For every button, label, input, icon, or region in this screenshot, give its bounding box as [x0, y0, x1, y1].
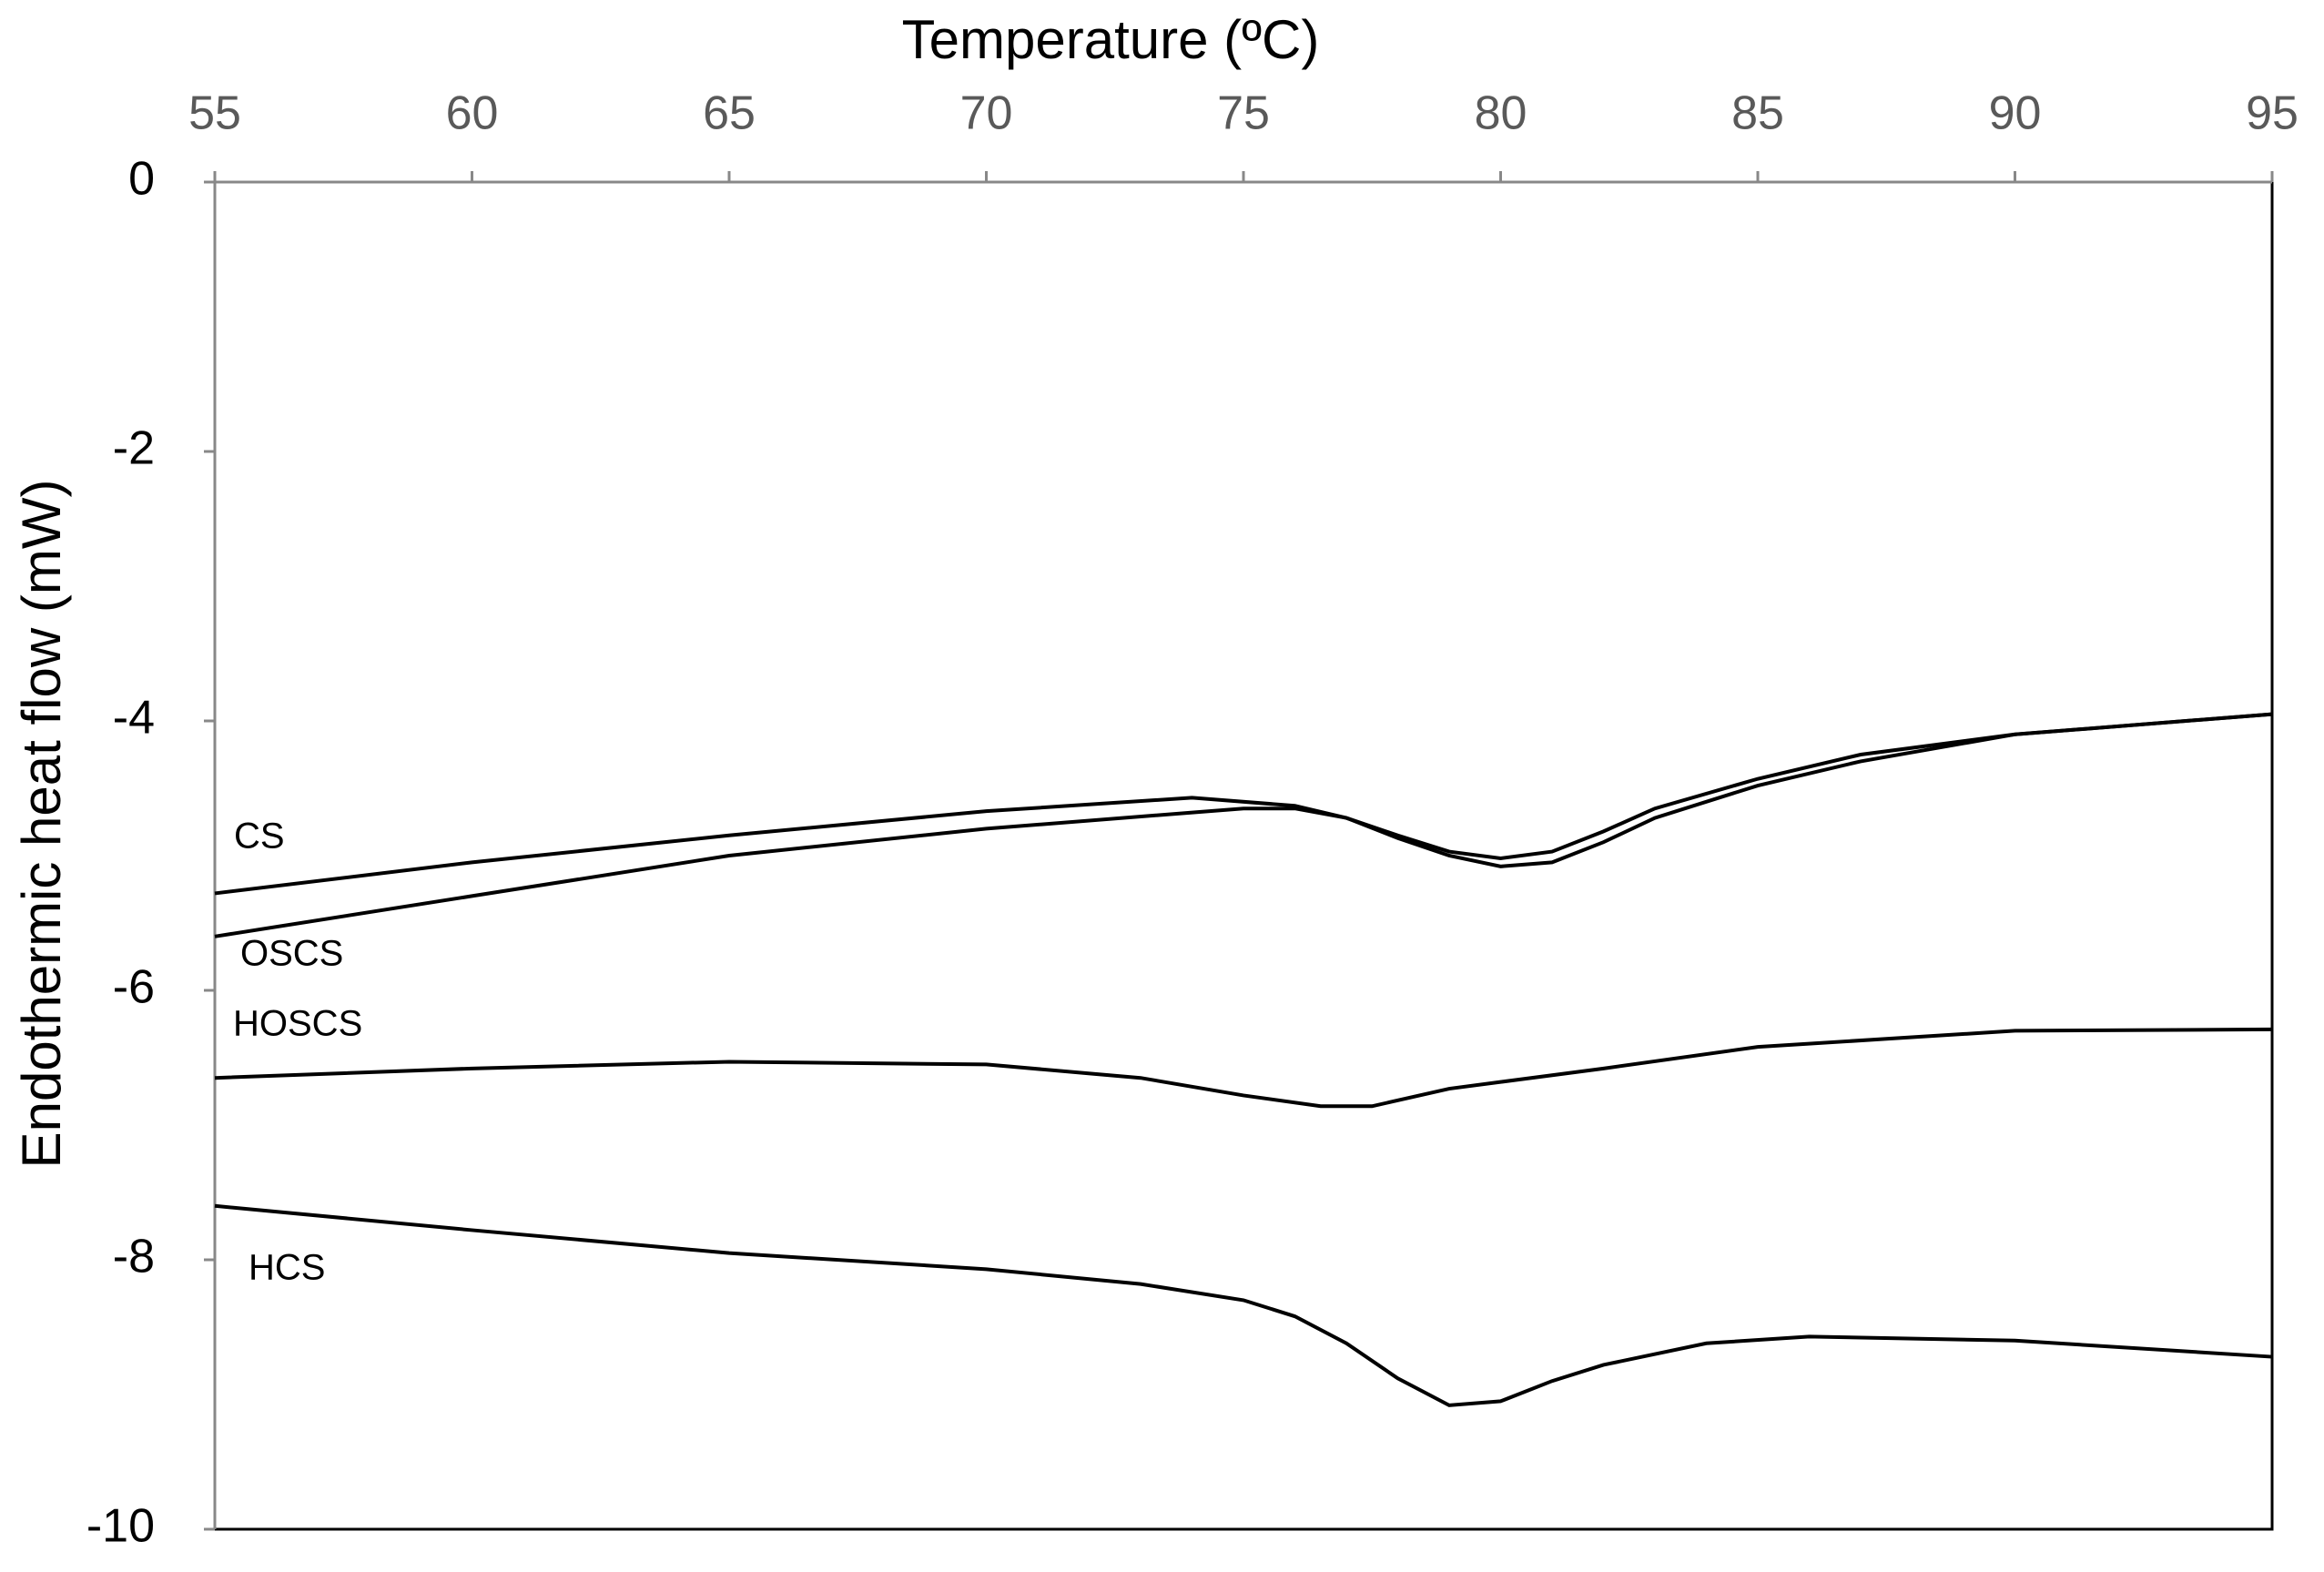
x-tick-label: 65 [703, 87, 756, 140]
x-tick-label: 95 [2246, 87, 2299, 140]
series-label: CS [234, 816, 285, 857]
x-tick-label: 55 [188, 87, 241, 140]
y-tick-label: -6 [113, 961, 155, 1014]
series-label: OSCS [240, 934, 343, 974]
x-tick-label: 85 [1731, 87, 1784, 140]
x-axis-title: Temperature (ºC) [902, 9, 1320, 70]
x-tick-label: 75 [1217, 87, 1270, 140]
series-label: HCS [249, 1248, 325, 1288]
series-line [214, 712, 2273, 938]
x-tick-label: 70 [960, 87, 1013, 140]
y-axis-title: Endothermic heat flow (mW) [11, 480, 72, 1169]
x-tick-label: 80 [1475, 87, 1527, 140]
series-line [214, 712, 2273, 896]
x-tick-label: 90 [1989, 87, 2042, 140]
series-line [214, 1203, 2273, 1407]
series-line [214, 1027, 2273, 1109]
x-tick-label: 60 [446, 87, 499, 140]
y-tick-label: -10 [86, 1500, 155, 1553]
y-tick-label: -8 [113, 1231, 155, 1283]
y-tick-label: 0 [128, 153, 155, 206]
series-label: HOSCS [233, 1004, 362, 1044]
y-tick-label: -4 [113, 692, 155, 745]
y-tick-label: -2 [113, 422, 155, 475]
